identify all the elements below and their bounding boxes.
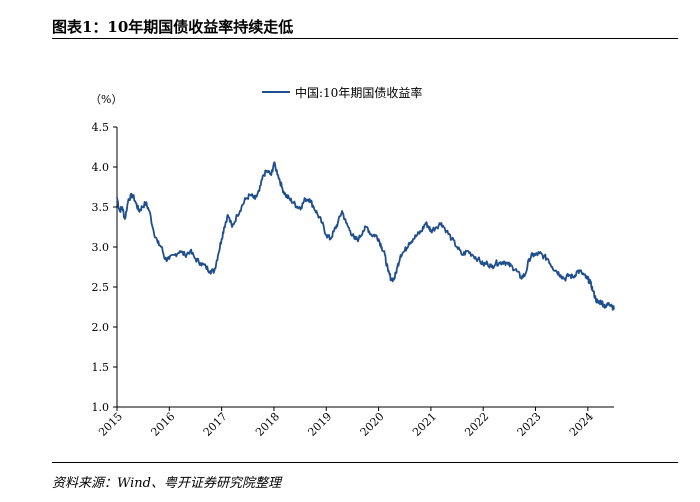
x-tick-label: 2024 <box>567 410 596 439</box>
x-tick-label: 2018 <box>253 410 282 439</box>
series-line-cn10y <box>116 161 615 311</box>
y-tick-label: 4.5 <box>92 121 110 134</box>
x-tick-label: 2017 <box>201 410 230 439</box>
chart-ticks: 1.0 1.5 2.0 2.5 3.0 3.5 4.0 4.5 2015 2016 2017 2018… <box>92 121 596 439</box>
x-tick-label: 2020 <box>358 410 387 439</box>
x-tick-label: 2022 <box>462 410 491 439</box>
chart-axes <box>116 127 614 408</box>
y-tick-label: 4.0 <box>92 161 110 174</box>
y-tick-label: 3.5 <box>92 201 110 214</box>
chart-legend: 中国:10年期国债收益率 <box>262 85 422 100</box>
y-tick-label: 1.0 <box>92 401 110 414</box>
x-tick-label: 2016 <box>148 410 177 439</box>
x-tick-label: 2019 <box>305 410 334 439</box>
x-tick-label: 2015 <box>96 410 125 439</box>
source-rule <box>52 462 678 463</box>
y-tick-label: 2.5 <box>92 281 110 294</box>
y-tick-label: 1.5 <box>92 361 110 374</box>
y-tick-label: 3.0 <box>92 241 110 254</box>
source-note: 资料来源：Wind、粤开证券研究院整理 <box>52 476 281 491</box>
x-tick-label: 2023 <box>515 410 544 439</box>
y-unit-label: （%） <box>90 93 122 106</box>
y-tick-label: 2.0 <box>92 321 110 334</box>
figure-title: 图表1：10年期国债收益率持续走低 <box>52 18 294 36</box>
title-rule <box>52 38 678 39</box>
legend-label: 中国:10年期国债收益率 <box>295 85 422 100</box>
x-tick-label: 2021 <box>410 410 439 439</box>
